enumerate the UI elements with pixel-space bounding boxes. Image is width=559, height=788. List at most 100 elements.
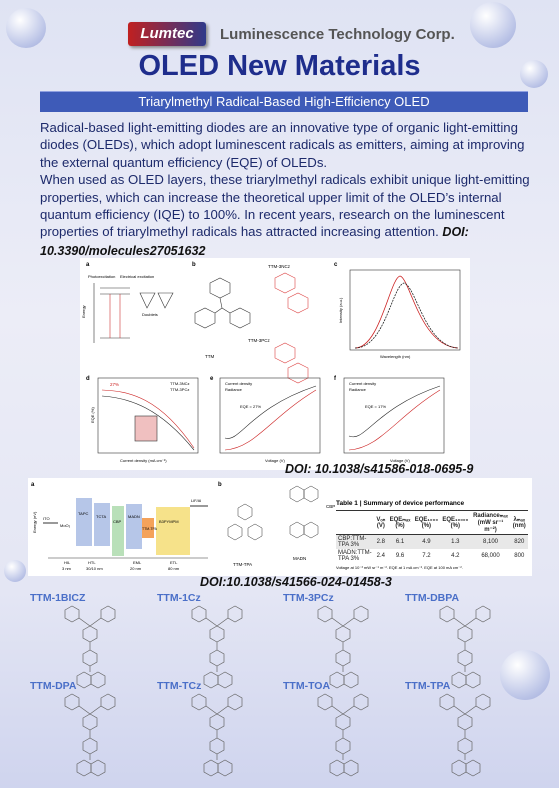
label: HTL bbox=[88, 560, 96, 565]
spectrum-plot bbox=[349, 269, 461, 351]
figure-1: a b c Photoexcitation Electrical excitat… bbox=[80, 258, 470, 470]
table-header-cell: λₘₐₓ (nm) bbox=[512, 517, 526, 529]
legend: Current density bbox=[225, 381, 252, 386]
doi: DOI:10.1038/s41566-024-01458-3 bbox=[200, 575, 392, 589]
logo: Lumtec bbox=[128, 22, 206, 46]
figure-1-art: a b c Photoexcitation Electrical excitat… bbox=[81, 262, 461, 463]
table-cell: 4.2 bbox=[451, 553, 460, 559]
table-cell: 2.4 bbox=[376, 553, 386, 559]
label: ETL bbox=[170, 560, 178, 565]
label: 20 nm bbox=[130, 566, 142, 571]
label: Photoexcitation bbox=[88, 274, 115, 279]
paragraph: Radical-based light-emitting diodes are … bbox=[40, 120, 525, 170]
table-header-cell bbox=[336, 511, 374, 535]
banner: Triarylmethyl Radical-Based High-Efficie… bbox=[40, 91, 528, 112]
molecule-structure bbox=[317, 693, 369, 777]
bubble bbox=[470, 2, 516, 48]
molecule-name: TTM-DBPA bbox=[405, 592, 460, 604]
table-header-cell: EQE₁₀₀₀₀ (%) bbox=[442, 516, 469, 529]
panel-label: f bbox=[334, 376, 337, 382]
molecule-drawing bbox=[191, 605, 243, 689]
molecule-name: TTM-DPA bbox=[30, 680, 77, 692]
company: Luminescence Technology Corp. bbox=[220, 26, 455, 43]
paragraph: When used as OLED layers, these triarylm… bbox=[40, 171, 530, 260]
label: Energy (eV) bbox=[32, 511, 37, 533]
label: TTM-TPA bbox=[233, 562, 252, 567]
molecule-drawing bbox=[64, 693, 116, 777]
label: LiF/Al bbox=[191, 498, 201, 503]
panel-label: a bbox=[31, 482, 35, 488]
table-cell: 7.2 bbox=[422, 553, 431, 559]
label: EQE = 27% bbox=[240, 404, 261, 409]
molecule-cell: TTM-3PCz bbox=[283, 592, 405, 689]
molecule-drawing bbox=[191, 693, 243, 777]
molecule-cell: TTM-TCz bbox=[157, 680, 279, 777]
molecule-structure bbox=[191, 693, 243, 777]
structures bbox=[227, 485, 319, 541]
molecule-structure bbox=[64, 605, 116, 689]
molecule-name: TTM-1BICZ bbox=[30, 592, 86, 604]
figure-2-art: a b Energy (eV) ITO MoO₃ TAPC TCTA CBP M… bbox=[31, 482, 335, 571]
panel-label: c bbox=[334, 262, 338, 268]
molecule-structure bbox=[439, 605, 491, 689]
table-note: Voltage at 10⁻³ mW sr⁻¹ m⁻². EQE at 1 mA… bbox=[336, 565, 463, 570]
table-cell: 800 bbox=[514, 553, 525, 559]
molecule-name: TTM-TOA bbox=[283, 680, 331, 692]
molecule-structure bbox=[439, 693, 491, 777]
table-cell: 68,000 bbox=[481, 553, 500, 559]
molecule-name: TTM-1Cz bbox=[157, 592, 201, 604]
label: B3PYMPM bbox=[159, 519, 179, 524]
molecule-cell: TTM-TPA bbox=[405, 680, 527, 777]
doi: DOI: 10.3390/molecules27051632 bbox=[40, 225, 469, 258]
molecule-cell: TTM-DPA bbox=[30, 680, 152, 777]
label: ITO bbox=[43, 516, 50, 521]
legend: Radiance bbox=[349, 387, 367, 392]
table-cell: 1.3 bbox=[451, 539, 460, 545]
table-cell: CBP:TTM-TPA 3% bbox=[338, 536, 367, 548]
molecule-drawing bbox=[317, 605, 369, 689]
table-header-cell: EQE₁₀₀₀ (%) bbox=[414, 516, 439, 529]
table-cell: 8,100 bbox=[483, 539, 499, 545]
panel-label: d bbox=[86, 376, 90, 382]
label: TTM bbox=[205, 354, 214, 359]
table-header-cell: EQEₘₐₓ (%) bbox=[389, 517, 411, 529]
table-cell: 6.1 bbox=[395, 539, 405, 545]
body-text: Radical-based light-emitting diodes are … bbox=[40, 119, 530, 260]
legend: Current density bbox=[349, 381, 376, 386]
banner-text: Triarylmethyl Radical-Based High-Efficie… bbox=[138, 94, 430, 109]
molecule-drawing bbox=[439, 693, 491, 777]
label: EML bbox=[133, 560, 142, 565]
panel-label: a bbox=[86, 262, 90, 268]
title: OLED New Materials bbox=[138, 50, 421, 82]
label: MADN bbox=[128, 514, 140, 519]
table: Vₒₙ (V) EQEₘₐₓ (%) EQE₁₀₀₀ (%) EQE₁₀₀₀₀ (%)… bbox=[336, 510, 528, 563]
table-row: MADN:TTM-TPA 3% 2.4 9.6 7.2 4.2 68,000 800 bbox=[336, 549, 528, 563]
label: Voltage (V) bbox=[390, 458, 410, 463]
label: TTM-TPA bbox=[142, 527, 158, 531]
table-header-cell: Vₒₙ (V) bbox=[376, 517, 386, 529]
molecule-cell: TTM-DBPA bbox=[405, 592, 527, 689]
bubble bbox=[4, 560, 26, 582]
molecule-drawing bbox=[64, 605, 116, 689]
label: Energy bbox=[81, 305, 86, 318]
label: Electrical excitation bbox=[120, 274, 154, 279]
label: Intensity (a.u.) bbox=[338, 297, 343, 323]
structures bbox=[194, 272, 309, 384]
table-cell: 9.6 bbox=[395, 553, 405, 559]
table-cell: MADN:TTM-TPA 3% bbox=[338, 550, 372, 562]
panel-label: b bbox=[218, 482, 222, 488]
logo-text: Lumtec bbox=[140, 25, 194, 42]
label: 80 nm bbox=[168, 566, 180, 571]
label: MoO₃ bbox=[60, 523, 71, 528]
table-header-row: Vₒₙ (V) EQEₘₐₓ (%) EQE₁₀₀₀ (%) EQE₁₀₀₀₀ (%)… bbox=[336, 510, 528, 535]
panel-label: e bbox=[210, 376, 214, 382]
label: TTM-3PCz bbox=[248, 338, 270, 343]
molecule-name: TTM-3PCz bbox=[283, 592, 334, 604]
figure-2: a b Energy (eV) ITO MoO₃ TAPC TCTA CBP M… bbox=[28, 478, 532, 576]
table-row: CBP:TTM-TPA 3% 2.8 6.1 4.9 1.3 8,100 820 bbox=[336, 534, 528, 549]
molecule-cell: TTM-TOA bbox=[283, 680, 405, 777]
label: EQE (%) bbox=[90, 407, 95, 423]
panel-label: b bbox=[192, 262, 196, 268]
molecule-drawing bbox=[317, 693, 369, 777]
label: EQE = 17% bbox=[365, 404, 386, 409]
